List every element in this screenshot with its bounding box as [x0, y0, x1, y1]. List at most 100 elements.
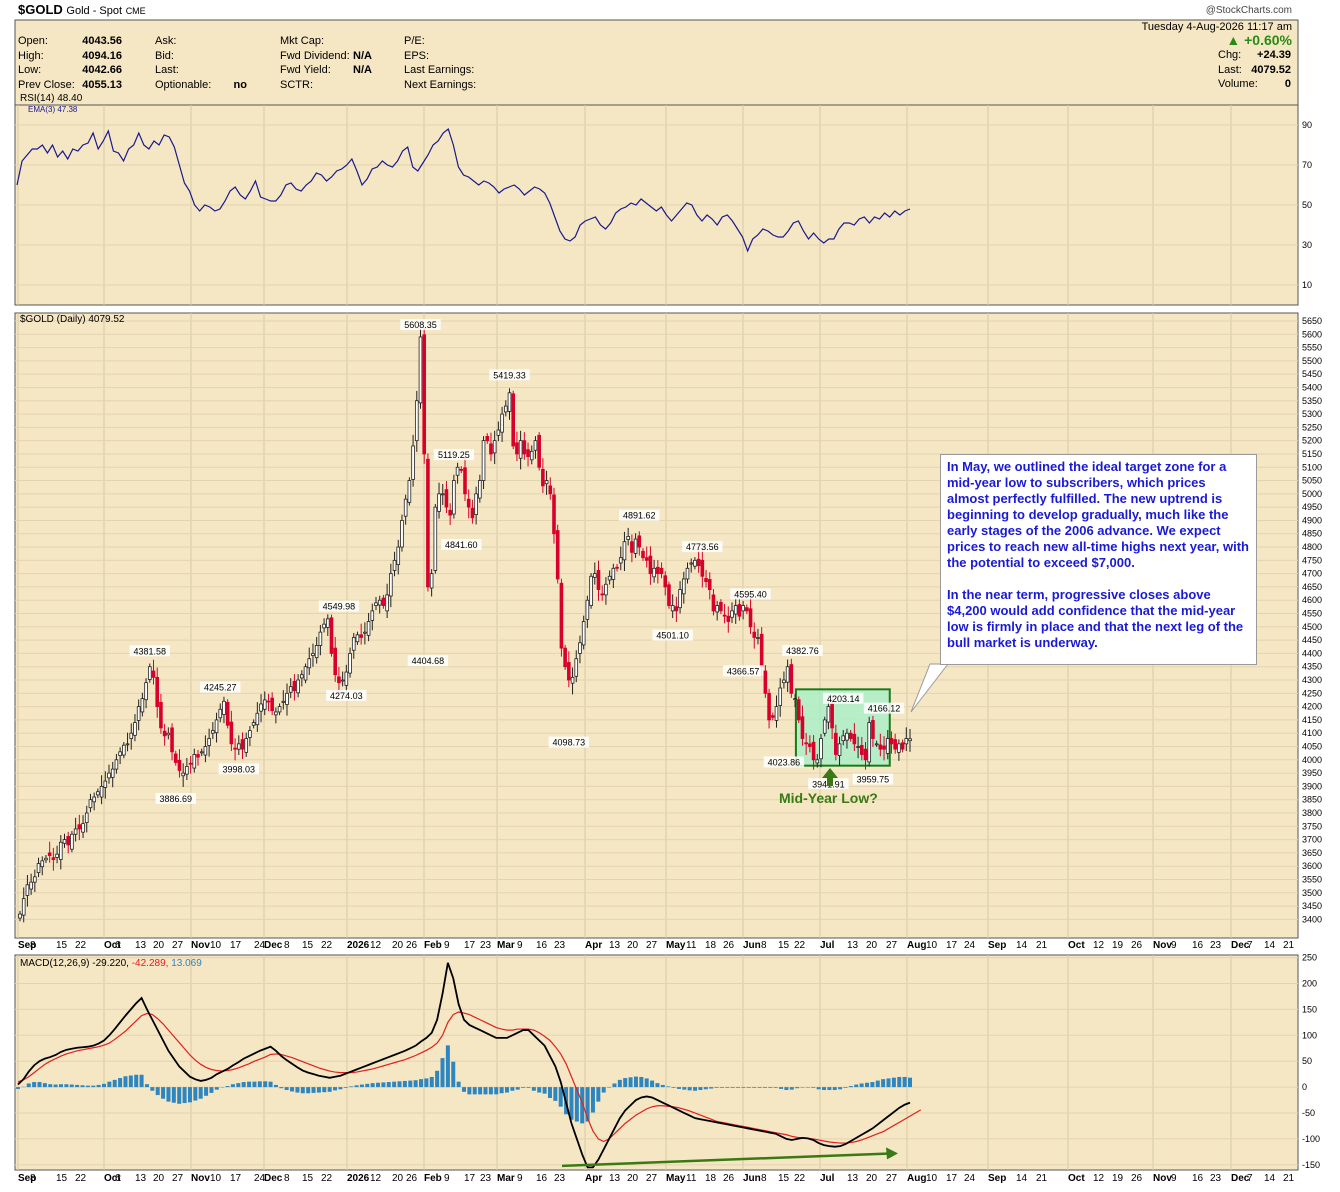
price-y-tick-label: 4800: [1302, 542, 1322, 552]
rsi-y-tick-label: 30: [1302, 240, 1312, 250]
x-axis-tick-label: Dec: [264, 940, 283, 951]
x-axis-tick-label: 9: [444, 1173, 450, 1184]
price-label: 4098.73: [553, 738, 586, 748]
field-label: Last:: [155, 64, 179, 76]
macd-histogram-bar: [682, 1087, 687, 1090]
x-axis-tick-label: 13: [847, 940, 859, 951]
x-axis-tick-label: 21: [1283, 940, 1295, 951]
x-axis-tick-label: Sep: [18, 940, 36, 951]
candle-body: [567, 662, 571, 681]
candle-body: [837, 743, 842, 756]
price-y-tick-label: 4250: [1302, 688, 1322, 698]
candle-body: [496, 429, 501, 436]
candle-body: [897, 743, 901, 753]
price-y-tick-label: 4100: [1302, 728, 1322, 738]
macd-histogram-bar: [69, 1084, 74, 1088]
price-label-bg: [852, 773, 894, 785]
x-axis-tick-label: 12: [370, 940, 382, 951]
x-axis-tick-label: 14: [1264, 940, 1276, 951]
candle-body: [114, 759, 119, 770]
x-axis-tick-label: 20: [627, 1173, 639, 1184]
candle-body: [281, 700, 286, 703]
candle-body: [641, 550, 645, 559]
x-axis-tick-label: Oct: [1068, 940, 1085, 951]
header-panel: [14, 19, 1299, 106]
candle-body: [726, 615, 731, 622]
macd-histogram-bar: [376, 1082, 381, 1088]
field-label: Last:: [1218, 63, 1242, 76]
x-axis-tick-label: 22: [794, 1173, 806, 1184]
price-y-tick-label: 3450: [1302, 901, 1322, 911]
price-y-tick-label: 4450: [1302, 635, 1322, 645]
candle-body: [782, 679, 786, 684]
field-label: Chg:: [1218, 49, 1242, 61]
price-label-bg: [200, 681, 241, 693]
x-axis-tick-label: 18: [705, 940, 717, 951]
candle-body: [125, 743, 130, 746]
macd-histogram-bar: [354, 1085, 359, 1088]
x-axis-tick-label: Apr: [585, 1173, 602, 1184]
price-y-tick-label: 3550: [1302, 874, 1322, 884]
x-axis-tick-label: 10: [926, 1173, 938, 1184]
x-axis-tick-label: 27: [886, 1173, 898, 1184]
candle-body: [422, 334, 427, 455]
ema-legend: EMA(3) 47.38: [28, 105, 78, 114]
x-axis-tick-label: 27: [886, 940, 898, 951]
x-axis-tick-label: 19: [1112, 940, 1124, 951]
x-axis-tick-label: 23: [1210, 1173, 1222, 1184]
candle-body: [878, 744, 883, 750]
x-axis-tick-label: 22: [75, 940, 87, 951]
candle-body: [900, 742, 905, 750]
macd-histogram-bar: [639, 1076, 644, 1088]
price-label: 4382.76: [786, 646, 819, 656]
x-axis-tick-label: 22: [794, 940, 806, 951]
x-axis-tick-label: Mar: [497, 1173, 515, 1184]
x-axis-tick-label: Dec: [1231, 940, 1250, 951]
macd-histogram-bar: [886, 1078, 891, 1088]
macd-histogram-bar: [703, 1087, 708, 1090]
macd-y-tick-label: 150: [1302, 1004, 1317, 1014]
macd-y-tick-label: 50: [1302, 1056, 1312, 1066]
macd-histogram-bar: [633, 1076, 638, 1088]
candle-body: [300, 674, 304, 679]
x-axis-tick-label: Nov: [1153, 1173, 1172, 1184]
x-axis-tick-label: Oct: [104, 1173, 121, 1184]
macd-histogram-bar: [32, 1082, 37, 1088]
x-axis-tick-label: 21: [1283, 1173, 1295, 1184]
candle-body: [437, 493, 441, 512]
price-label-bg: [730, 588, 771, 600]
candle-body: [863, 748, 868, 761]
price-y-tick-label: 4900: [1302, 515, 1322, 525]
candle-body: [730, 610, 734, 618]
macd-histogram-bar: [386, 1082, 391, 1088]
macd-histogram-bar: [585, 1087, 590, 1122]
x-axis-tick-label: 7: [1247, 940, 1253, 951]
macd-histogram-bar: [510, 1087, 515, 1091]
candle-body: [192, 754, 197, 769]
candle-body: [871, 720, 875, 739]
price-label-bg: [218, 763, 259, 775]
x-axis-tick-label: 18: [705, 1173, 717, 1184]
candle-body: [244, 738, 249, 753]
candle-body: [307, 658, 312, 669]
macd-histogram-bar: [435, 1070, 440, 1088]
x-axis-tick-label: 15: [302, 940, 314, 951]
x-axis-tick-label: 9: [1171, 940, 1177, 951]
candle-body: [21, 898, 26, 916]
field-value: +24.39: [1257, 49, 1291, 61]
macd-histogram-bar: [413, 1080, 418, 1088]
price-y-tick-label: 4850: [1302, 529, 1322, 539]
x-axis-tick-label: 9: [444, 940, 450, 951]
x-axis-tick-label: 17: [464, 1173, 476, 1184]
macd-histogram-bar: [908, 1077, 912, 1088]
candle-body: [667, 584, 671, 606]
field-label: SCTR:: [280, 78, 313, 91]
price-y-tick-label: 3600: [1302, 861, 1322, 871]
macd-histogram-bar: [789, 1087, 794, 1090]
candle-body: [36, 863, 41, 873]
candle-body: [262, 699, 267, 710]
macd-histogram-bar: [773, 1087, 778, 1088]
price-label: 4366.57: [727, 666, 760, 676]
macd-histogram-bar: [279, 1087, 284, 1089]
x-axis-tick-label: 23: [480, 940, 492, 951]
